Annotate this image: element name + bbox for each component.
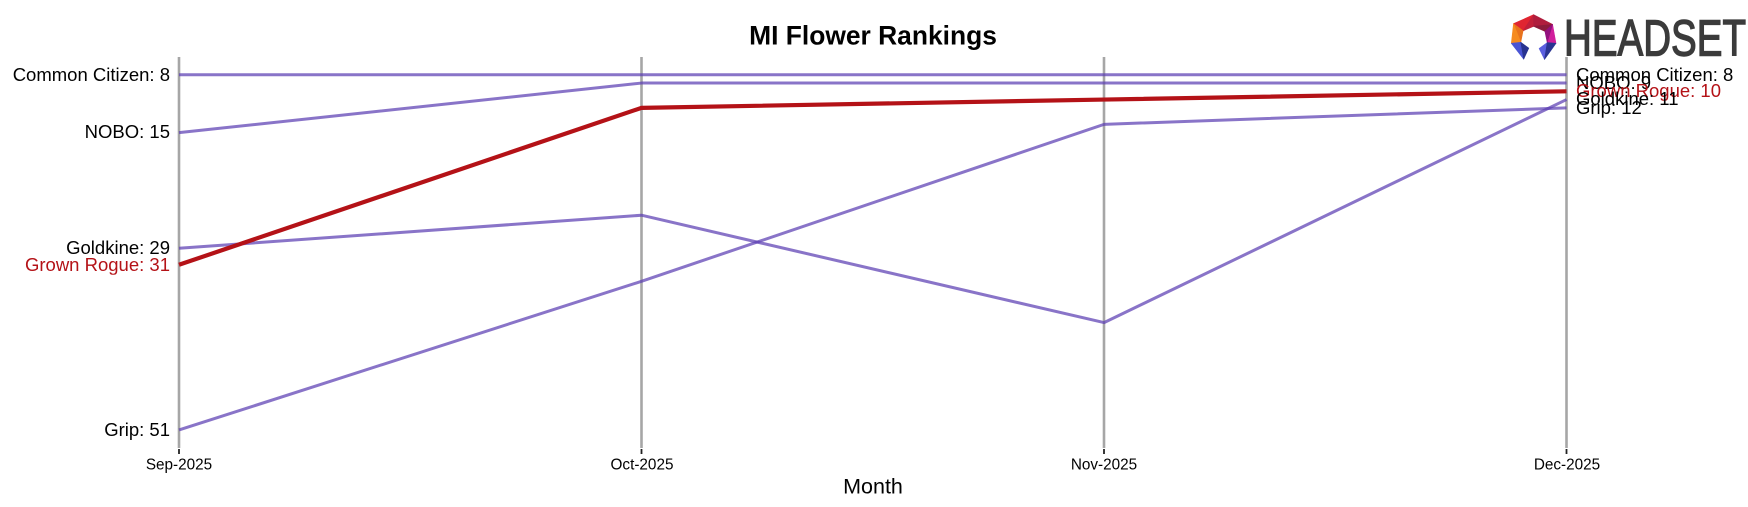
svg-text:HEADSET: HEADSET [1564, 10, 1746, 60]
